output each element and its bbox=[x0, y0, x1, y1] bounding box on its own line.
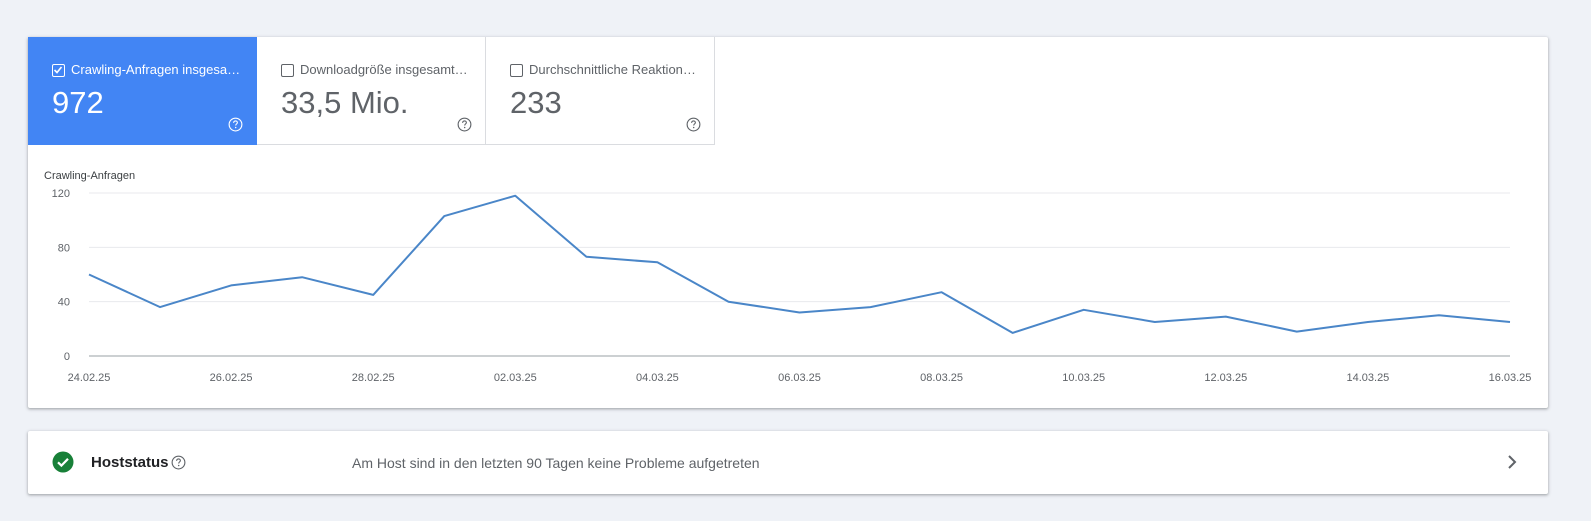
checkbox-icon[interactable] bbox=[510, 64, 523, 77]
data-point bbox=[1223, 314, 1228, 319]
x-tick-label: 04.03.25 bbox=[636, 372, 679, 384]
y-tick-label: 40 bbox=[58, 297, 70, 309]
x-tick-label: 12.03.25 bbox=[1204, 372, 1247, 384]
data-point bbox=[939, 290, 944, 295]
data-point bbox=[87, 272, 92, 277]
data-point bbox=[229, 283, 234, 288]
host-status-card[interactable]: Hoststatus Am Host sind in den letzten 9… bbox=[28, 431, 1548, 494]
help-circle-icon[interactable] bbox=[228, 117, 243, 132]
data-point bbox=[1081, 307, 1086, 312]
metric-value: 233 bbox=[510, 85, 562, 120]
metric-tile-crawl-requests[interactable]: Crawling-Anfragen insgesa… 972 bbox=[28, 37, 257, 145]
data-point bbox=[1010, 330, 1015, 335]
series-line bbox=[88, 194, 1511, 334]
x-tick-label: 28.02.25 bbox=[352, 372, 395, 384]
help-circle-icon[interactable] bbox=[171, 455, 186, 470]
checkbox-icon[interactable] bbox=[281, 64, 294, 77]
x-tick-label: 16.03.25 bbox=[1489, 372, 1532, 384]
x-tick-label: 02.03.25 bbox=[494, 372, 537, 384]
y-tick-label: 120 bbox=[52, 188, 70, 200]
data-point bbox=[513, 193, 518, 198]
crawl-stats-card: Crawling-Anfragen insgesa… 972 Downloadg… bbox=[28, 37, 1548, 408]
data-point bbox=[584, 254, 589, 259]
data-point bbox=[1365, 320, 1370, 325]
check-circle-icon bbox=[52, 451, 74, 473]
data-point bbox=[442, 214, 447, 219]
x-tick-label: 08.03.25 bbox=[920, 372, 963, 384]
host-status-title: Hoststatus bbox=[91, 454, 169, 471]
data-point bbox=[300, 275, 305, 280]
help-circle-icon[interactable] bbox=[457, 117, 472, 132]
x-tick-label: 10.03.25 bbox=[1062, 372, 1105, 384]
metric-label: Downloadgröße insgesamt… bbox=[300, 62, 468, 77]
metric-tile-avg-response[interactable]: Durchschnittliche Reaktion… 233 bbox=[486, 37, 715, 145]
data-point bbox=[371, 292, 376, 297]
chevron-right-icon[interactable] bbox=[1504, 453, 1520, 471]
y-tick-label: 80 bbox=[58, 242, 70, 254]
help-circle-icon[interactable] bbox=[686, 117, 701, 132]
checkbox-icon[interactable] bbox=[52, 64, 65, 77]
metric-label: Durchschnittliche Reaktion… bbox=[529, 62, 696, 77]
data-point bbox=[1294, 329, 1299, 334]
data-point bbox=[726, 299, 731, 304]
data-point bbox=[1436, 313, 1441, 318]
metric-value: 33,5 Mio. bbox=[281, 85, 409, 120]
x-tick-label: 26.02.25 bbox=[210, 372, 253, 384]
metric-tile-download-size[interactable]: Downloadgröße insgesamt… 33,5 Mio. bbox=[257, 37, 486, 145]
y-axis-title: Crawling-Anfragen bbox=[44, 170, 135, 182]
metric-value: 972 bbox=[52, 85, 104, 120]
data-point bbox=[1152, 320, 1157, 325]
host-status-message: Am Host sind in den letzten 90 Tagen kei… bbox=[352, 455, 760, 471]
metric-label: Crawling-Anfragen insgesa… bbox=[71, 62, 241, 77]
crawl-requests-chart: Crawling-Anfragen 120 80 40 0 24.02.25 26.02.2… bbox=[44, 170, 1532, 384]
x-tick-label: 14.03.25 bbox=[1346, 372, 1389, 384]
data-point bbox=[158, 305, 163, 310]
data-point bbox=[797, 310, 802, 315]
x-tick-label: 06.03.25 bbox=[778, 372, 821, 384]
data-point bbox=[1508, 320, 1513, 325]
data-point bbox=[655, 260, 660, 265]
x-tick-label: 24.02.25 bbox=[68, 372, 111, 384]
data-point bbox=[868, 305, 873, 310]
y-tick-label: 0 bbox=[64, 351, 70, 363]
